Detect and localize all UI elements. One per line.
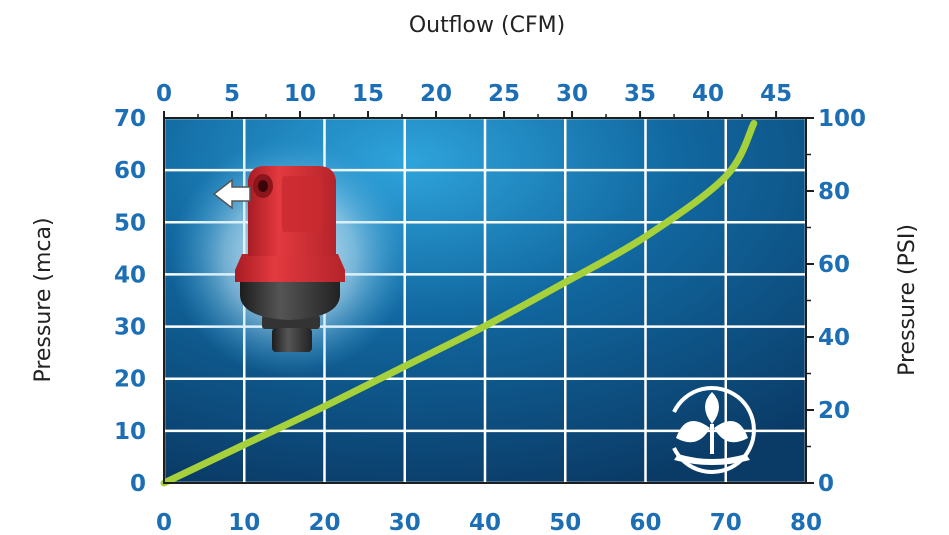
left-axis-title: Pressure (mca)	[31, 217, 56, 382]
right-tick-label: 100	[818, 106, 866, 132]
bottom-tick-label: 80	[790, 510, 822, 535]
bottom-tick-label: 60	[629, 510, 661, 535]
top-tick-label: 10	[284, 81, 316, 107]
left-tick-label: 20	[114, 367, 146, 393]
left-tick-label: 40	[114, 262, 146, 288]
product-image	[170, 140, 410, 376]
bottom-tick-label: 70	[710, 510, 742, 535]
left-tick-label: 70	[114, 106, 146, 132]
left-tick-label: 0	[130, 471, 146, 497]
bottom-tick-label: 40	[469, 510, 501, 535]
top-tick-label: 40	[692, 81, 724, 107]
right-axis-title: Pressure (PSI)	[895, 224, 920, 376]
bottom-tick-label: 20	[308, 510, 340, 535]
top-tick-label: 0	[156, 81, 172, 107]
right-tick-label: 40	[818, 325, 850, 351]
right-tick-label: 80	[818, 179, 850, 205]
top-tick-label: 15	[352, 81, 384, 107]
bottom-axis: 0 10 20 30 40 50 60 70 80	[156, 510, 822, 535]
brand-logo-icon	[672, 386, 756, 474]
right-tick-label: 60	[818, 252, 850, 278]
left-tick-label: 30	[114, 315, 146, 341]
left-tick-label: 50	[114, 210, 146, 236]
top-tick-label: 30	[556, 81, 588, 107]
left-tick-label: 60	[114, 158, 146, 184]
right-tick-label: 0	[818, 471, 834, 497]
top-axis: 0 5 10 15 20 25 30 35 40 45	[156, 81, 792, 118]
top-tick-label: 25	[488, 81, 520, 107]
flow-arrow-icon	[212, 178, 251, 210]
top-tick-label: 20	[420, 81, 452, 107]
left-axis: 0 10 20 30 40 50 60 70	[114, 106, 146, 497]
top-axis-title: Outflow (CFM)	[409, 13, 565, 38]
top-tick-label: 35	[624, 81, 656, 107]
bottom-tick-label: 10	[228, 510, 260, 535]
series-line	[160, 119, 758, 487]
left-tick-label: 10	[114, 419, 146, 445]
top-tick-label: 45	[760, 81, 792, 107]
right-axis: 0 20 40 60 80 100	[806, 106, 866, 497]
bottom-tick-label: 50	[549, 510, 581, 535]
bottom-tick-label: 0	[156, 510, 172, 535]
bottom-tick-label: 30	[389, 510, 421, 535]
right-tick-label: 20	[818, 398, 850, 424]
top-tick-label: 5	[224, 81, 240, 107]
